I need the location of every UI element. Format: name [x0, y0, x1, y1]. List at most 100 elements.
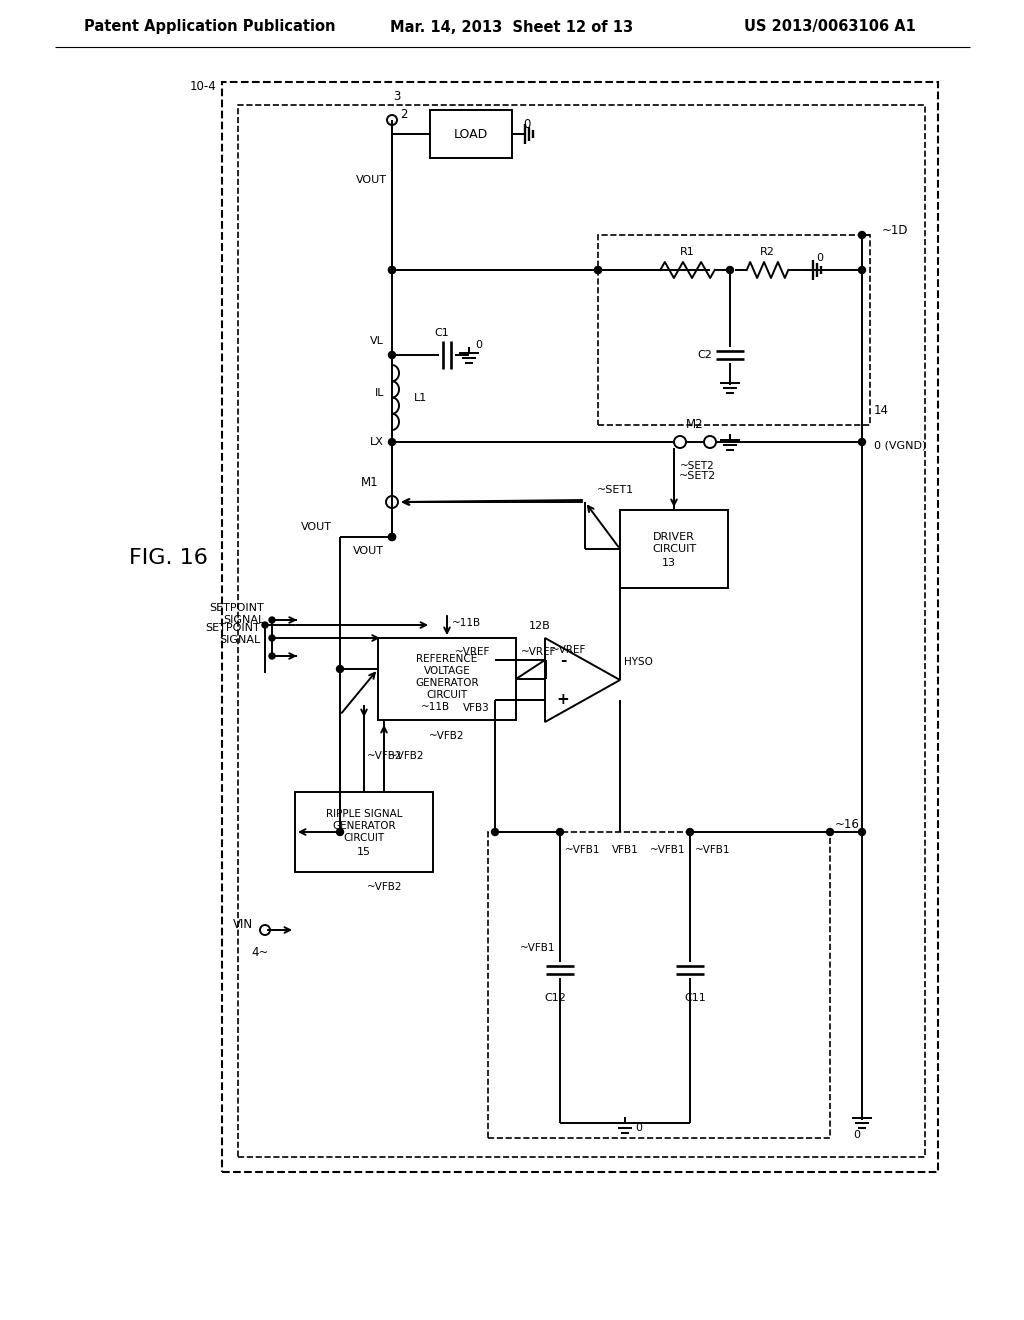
Text: 2: 2 [400, 108, 408, 121]
Circle shape [595, 267, 601, 273]
Circle shape [492, 829, 499, 836]
Text: DRIVER: DRIVER [653, 532, 695, 543]
Circle shape [726, 267, 733, 273]
Text: M1: M1 [361, 475, 379, 488]
Circle shape [686, 829, 693, 836]
Text: CIRCUIT: CIRCUIT [652, 544, 696, 554]
Text: FIG. 16: FIG. 16 [129, 548, 208, 568]
Circle shape [858, 231, 865, 239]
Text: 0: 0 [636, 1123, 642, 1133]
Text: ~VFB2: ~VFB2 [389, 751, 425, 762]
Text: ~11B: ~11B [452, 618, 481, 628]
Text: L1: L1 [414, 393, 427, 403]
Text: C2: C2 [697, 350, 713, 360]
Text: Patent Application Publication: Patent Application Publication [84, 20, 336, 34]
Text: ~SET2: ~SET2 [679, 471, 716, 480]
Bar [598, 235, 870, 425]
Text: 0: 0 [523, 117, 530, 131]
Text: ~SET2: ~SET2 [680, 461, 715, 471]
Text: VL: VL [370, 337, 384, 346]
Text: 4~: 4~ [251, 945, 268, 958]
Circle shape [388, 438, 395, 446]
Circle shape [388, 267, 395, 273]
Text: ~VREF: ~VREF [521, 647, 556, 657]
Text: 13: 13 [662, 558, 676, 568]
Circle shape [556, 829, 563, 836]
Text: ~VFB2: ~VFB2 [429, 731, 465, 741]
Text: SIGNAL: SIGNAL [223, 615, 264, 624]
Text: CIRCUIT: CIRCUIT [426, 690, 468, 700]
Text: 0: 0 [853, 1130, 860, 1140]
Circle shape [337, 665, 343, 672]
Text: 0 (VGND): 0 (VGND) [874, 440, 927, 450]
Text: ~VFB1: ~VFB1 [695, 845, 730, 855]
Circle shape [826, 829, 834, 836]
Bar [238, 106, 925, 1158]
Text: VOUT: VOUT [353, 546, 384, 556]
Text: ~VFB1: ~VFB1 [649, 845, 685, 855]
Text: VFB3: VFB3 [463, 704, 490, 713]
Circle shape [269, 635, 275, 642]
Text: ~VFB1: ~VFB1 [565, 845, 600, 855]
Text: ~VFB2: ~VFB2 [367, 751, 402, 762]
Text: GENERATOR: GENERATOR [332, 821, 396, 832]
Text: ~VFB2: ~VFB2 [367, 882, 402, 892]
Text: C1: C1 [434, 327, 450, 338]
Circle shape [388, 267, 395, 273]
Text: C11: C11 [684, 993, 706, 1003]
Text: RIPPLE SIGNAL: RIPPLE SIGNAL [326, 809, 402, 818]
Text: 15: 15 [357, 847, 371, 857]
Circle shape [858, 438, 865, 446]
Text: GENERATOR: GENERATOR [415, 678, 479, 688]
Text: ~1D: ~1D [882, 223, 908, 236]
Text: HYSO: HYSO [624, 657, 652, 667]
Text: SETPOINT: SETPOINT [209, 603, 264, 612]
Circle shape [269, 616, 275, 623]
Circle shape [858, 267, 865, 273]
Text: IL: IL [375, 388, 384, 399]
Text: ~11B: ~11B [421, 702, 450, 711]
Bar [430, 110, 512, 158]
Circle shape [337, 829, 343, 836]
Text: 0: 0 [475, 341, 482, 350]
Text: 0: 0 [816, 253, 823, 263]
Text: R1: R1 [680, 247, 694, 257]
Text: R2: R2 [760, 247, 774, 257]
Text: VOUT: VOUT [301, 521, 332, 532]
Bar [295, 792, 433, 873]
Text: -: - [560, 652, 566, 668]
Text: +: + [557, 693, 569, 708]
Circle shape [595, 267, 601, 273]
Text: VOLTAGE: VOLTAGE [424, 667, 470, 676]
Circle shape [269, 653, 275, 659]
Circle shape [388, 533, 395, 540]
Text: CIRCUIT: CIRCUIT [343, 833, 385, 843]
Text: ~VREF: ~VREF [455, 647, 490, 657]
Text: VFB1: VFB1 [611, 845, 638, 855]
Text: Mar. 14, 2013  Sheet 12 of 13: Mar. 14, 2013 Sheet 12 of 13 [390, 20, 634, 34]
Text: LOAD: LOAD [454, 128, 488, 140]
Bar [378, 638, 516, 719]
Bar [488, 832, 830, 1138]
Text: 12B: 12B [529, 620, 551, 631]
Circle shape [858, 829, 865, 836]
Text: M2: M2 [686, 417, 703, 430]
Text: VOUT: VOUT [356, 176, 387, 185]
Text: ~16: ~16 [835, 817, 860, 830]
Text: ~VFB1: ~VFB1 [519, 942, 555, 953]
Text: ~SET1: ~SET1 [596, 484, 634, 495]
Circle shape [262, 622, 268, 628]
Text: ~VREF: ~VREF [551, 645, 587, 655]
Polygon shape [545, 638, 620, 722]
Text: US 2013/0063106 A1: US 2013/0063106 A1 [744, 20, 915, 34]
Text: 14: 14 [874, 404, 889, 417]
Text: 10-4: 10-4 [189, 81, 216, 94]
Text: REFERENCE: REFERENCE [417, 653, 477, 664]
Text: SETPOINT: SETPOINT [205, 623, 260, 634]
Text: LX: LX [370, 437, 384, 447]
Text: C12: C12 [544, 993, 566, 1003]
Text: 3: 3 [393, 90, 400, 103]
Bar [222, 82, 938, 1172]
Circle shape [388, 351, 395, 359]
Circle shape [388, 533, 395, 540]
